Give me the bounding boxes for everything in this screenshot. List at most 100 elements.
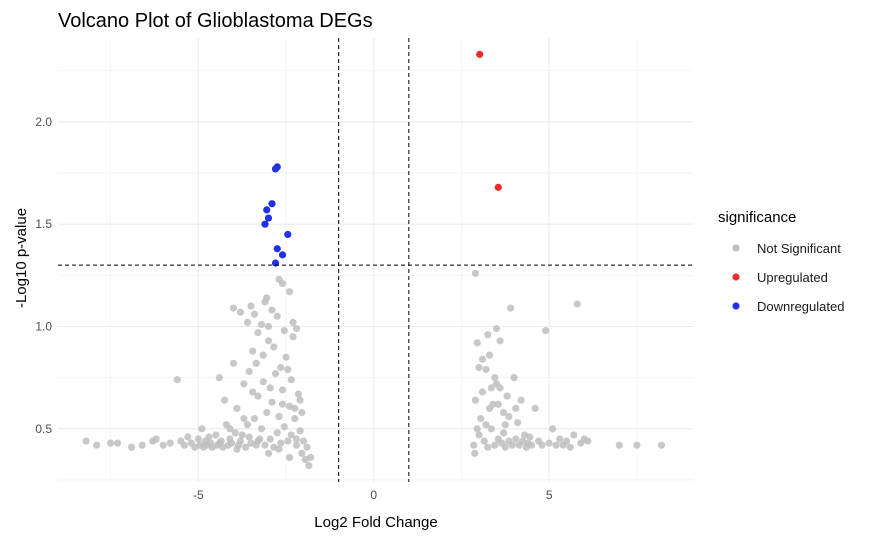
point-not-significant	[296, 396, 304, 404]
point-not-significant	[250, 310, 259, 318]
point-not-significant	[482, 365, 490, 374]
point-not-significant	[231, 429, 239, 437]
point-not-significant	[254, 392, 262, 400]
point-not-significant	[294, 390, 302, 398]
x-axis-ticks: -5 0 5	[193, 488, 553, 502]
grid-major	[58, 38, 693, 482]
point-not-significant	[264, 449, 273, 457]
point-not-significant	[268, 398, 276, 406]
point-not-significant	[198, 425, 206, 433]
point-not-significant	[556, 435, 564, 443]
point-not-significant	[266, 435, 274, 443]
point-downregulated	[268, 200, 276, 208]
point-not-significant	[528, 441, 536, 449]
point-downregulated	[261, 220, 269, 228]
point-not-significant	[471, 449, 479, 457]
point-not-significant	[259, 351, 267, 359]
point-not-significant	[657, 441, 666, 449]
point-not-significant	[485, 351, 494, 359]
point-not-significant	[492, 324, 501, 333]
point-downregulated	[271, 165, 280, 173]
point-not-significant	[517, 396, 525, 404]
point-not-significant	[226, 425, 234, 433]
point-not-significant	[487, 425, 495, 433]
point-not-significant	[159, 441, 167, 449]
point-not-significant	[484, 331, 492, 339]
point-not-significant	[512, 404, 520, 412]
point-not-significant	[303, 443, 311, 451]
point-not-significant	[166, 439, 174, 447]
point-downregulated	[284, 230, 292, 239]
point-not-significant	[496, 384, 504, 392]
point-not-significant	[292, 324, 301, 333]
point-not-significant	[212, 431, 220, 439]
point-downregulated	[264, 214, 273, 222]
y-tick-label: 1.0	[35, 319, 52, 333]
point-not-significant	[229, 304, 238, 312]
point-not-significant	[470, 441, 478, 449]
point-not-significant	[496, 337, 504, 345]
legend-title: significance	[718, 209, 796, 226]
point-not-significant	[291, 414, 299, 423]
point-not-significant	[249, 347, 257, 355]
point-not-significant	[487, 384, 495, 392]
legend-label: Not Significant	[757, 241, 841, 256]
point-not-significant	[482, 421, 490, 429]
point-not-significant	[499, 408, 508, 417]
point-not-significant	[552, 441, 560, 449]
point-not-significant	[273, 312, 281, 320]
point-not-significant	[494, 400, 502, 408]
point-not-significant	[284, 437, 292, 445]
point-not-significant	[257, 320, 266, 329]
point-not-significant	[243, 421, 252, 429]
point-not-significant	[296, 427, 304, 435]
point-not-significant	[173, 376, 181, 384]
point-not-significant	[233, 445, 241, 453]
point-not-significant	[298, 449, 306, 457]
point-not-significant	[228, 439, 236, 447]
point-not-significant	[573, 300, 581, 308]
point-not-significant	[477, 414, 485, 423]
point-upregulated	[494, 183, 502, 191]
point-not-significant	[270, 343, 278, 351]
point-not-significant	[242, 443, 250, 451]
point-upregulated	[476, 50, 484, 58]
point-not-significant	[284, 365, 292, 374]
threshold-lines	[58, 38, 693, 482]
point-not-significant	[549, 425, 557, 433]
point-not-significant	[82, 437, 90, 445]
point-not-significant	[285, 453, 294, 462]
point-not-significant	[503, 392, 511, 400]
point-not-significant	[584, 437, 592, 445]
point-not-significant	[240, 414, 248, 423]
point-not-significant	[238, 431, 246, 439]
point-not-significant	[240, 380, 248, 388]
point-not-significant	[299, 437, 308, 445]
point-not-significant	[478, 388, 487, 396]
point-not-significant	[233, 404, 241, 412]
point-not-significant	[287, 431, 295, 439]
point-not-significant	[570, 431, 578, 439]
chart-title: Volcano Plot of Glioblastoma DEGs	[58, 10, 373, 32]
point-downregulated	[273, 245, 281, 253]
point-not-significant	[491, 374, 499, 382]
legend-key-not-significant	[732, 244, 740, 252]
point-not-significant	[473, 339, 481, 347]
point-not-significant	[306, 453, 315, 462]
point-not-significant	[243, 318, 252, 327]
point-not-significant	[245, 433, 253, 441]
x-tick-label: 5	[546, 488, 553, 502]
point-not-significant	[277, 363, 285, 372]
point-downregulated	[263, 206, 271, 214]
point-not-significant	[542, 326, 550, 335]
x-tick-label: 0	[370, 488, 377, 502]
point-not-significant	[566, 443, 574, 451]
y-tick-label: 0.5	[35, 422, 52, 436]
y-axis-ticks: 0.5 1.0 1.5 2.0	[35, 115, 52, 436]
point-not-significant	[221, 396, 229, 404]
point-not-significant	[275, 445, 283, 453]
point-not-significant	[513, 419, 522, 427]
point-not-significant	[510, 374, 518, 382]
point-not-significant	[475, 431, 483, 439]
y-tick-label: 1.5	[35, 217, 52, 231]
